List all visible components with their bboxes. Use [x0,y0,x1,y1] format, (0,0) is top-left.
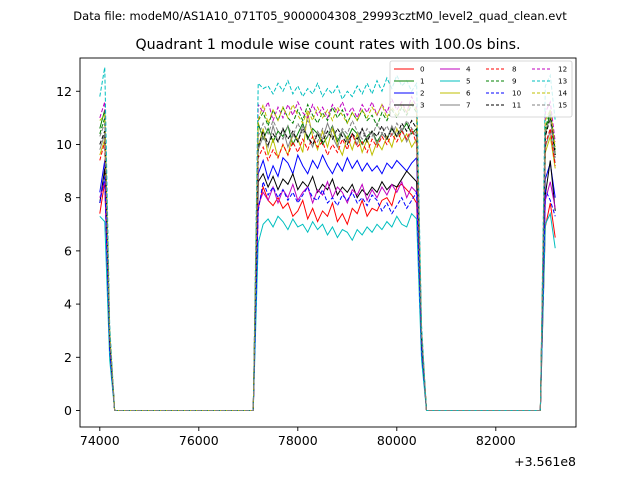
y-tick-label: 6 [64,243,72,258]
series-line-11 [99,117,556,412]
y-tick-label: 4 [64,297,72,312]
legend-label-10: 10 [512,89,522,98]
chart-title: Quadrant 1 module wise count rates with … [135,37,520,53]
series-line-3 [99,160,556,412]
series-line-9 [99,103,556,412]
series-line-13 [99,67,556,412]
legend-label-4: 4 [466,65,471,74]
series-line-15 [99,117,556,412]
series-line-10 [99,176,556,412]
x-tick-label: 74000 [80,433,120,448]
series-line-0 [99,181,556,412]
y-tick-label: 12 [56,84,72,99]
series-line-12 [99,95,556,412]
legend-label-14: 14 [558,89,568,98]
x-axis: 74000 76000 78000 80000 82000 [80,427,516,448]
series-line-4 [99,180,556,412]
series-line-2 [99,153,556,412]
x-axis-offset-label: +3.561e8 [514,454,576,469]
y-tick-label: 0 [64,403,72,418]
plot-lines [99,67,556,412]
legend-label-6: 6 [466,89,471,98]
legend-box [389,60,573,118]
legend-label-1: 1 [420,77,425,86]
plot-frame [79,57,577,428]
y-tick-label: 8 [64,190,72,205]
series-line-5 [99,211,556,412]
x-tick-label: 82000 [476,433,516,448]
figure-suptitle: Data file: modeM0/AS1A10_071T05_90000043… [73,9,567,23]
legend-label-0: 0 [420,65,425,74]
legend-label-5: 5 [466,77,471,86]
legend-label-8: 8 [512,65,517,74]
x-tick-label: 76000 [179,433,219,448]
y-axis: 0 2 4 6 8 10 12 [56,84,80,418]
legend-label-3: 3 [420,101,425,110]
legend-label-7: 7 [466,101,471,110]
x-tick-label: 78000 [278,433,318,448]
series-line-6 [99,112,556,412]
legend-label-13: 13 [558,77,567,86]
series-line-8 [99,127,556,412]
legend-label-15: 15 [558,101,567,110]
y-tick-label: 10 [56,137,72,152]
legend-label-12: 12 [558,65,567,74]
y-tick-label: 2 [64,350,72,365]
legend-label-11: 11 [512,101,521,110]
legend-label-9: 9 [512,77,517,86]
x-tick-label: 80000 [377,433,417,448]
legend-label-2: 2 [420,89,425,98]
